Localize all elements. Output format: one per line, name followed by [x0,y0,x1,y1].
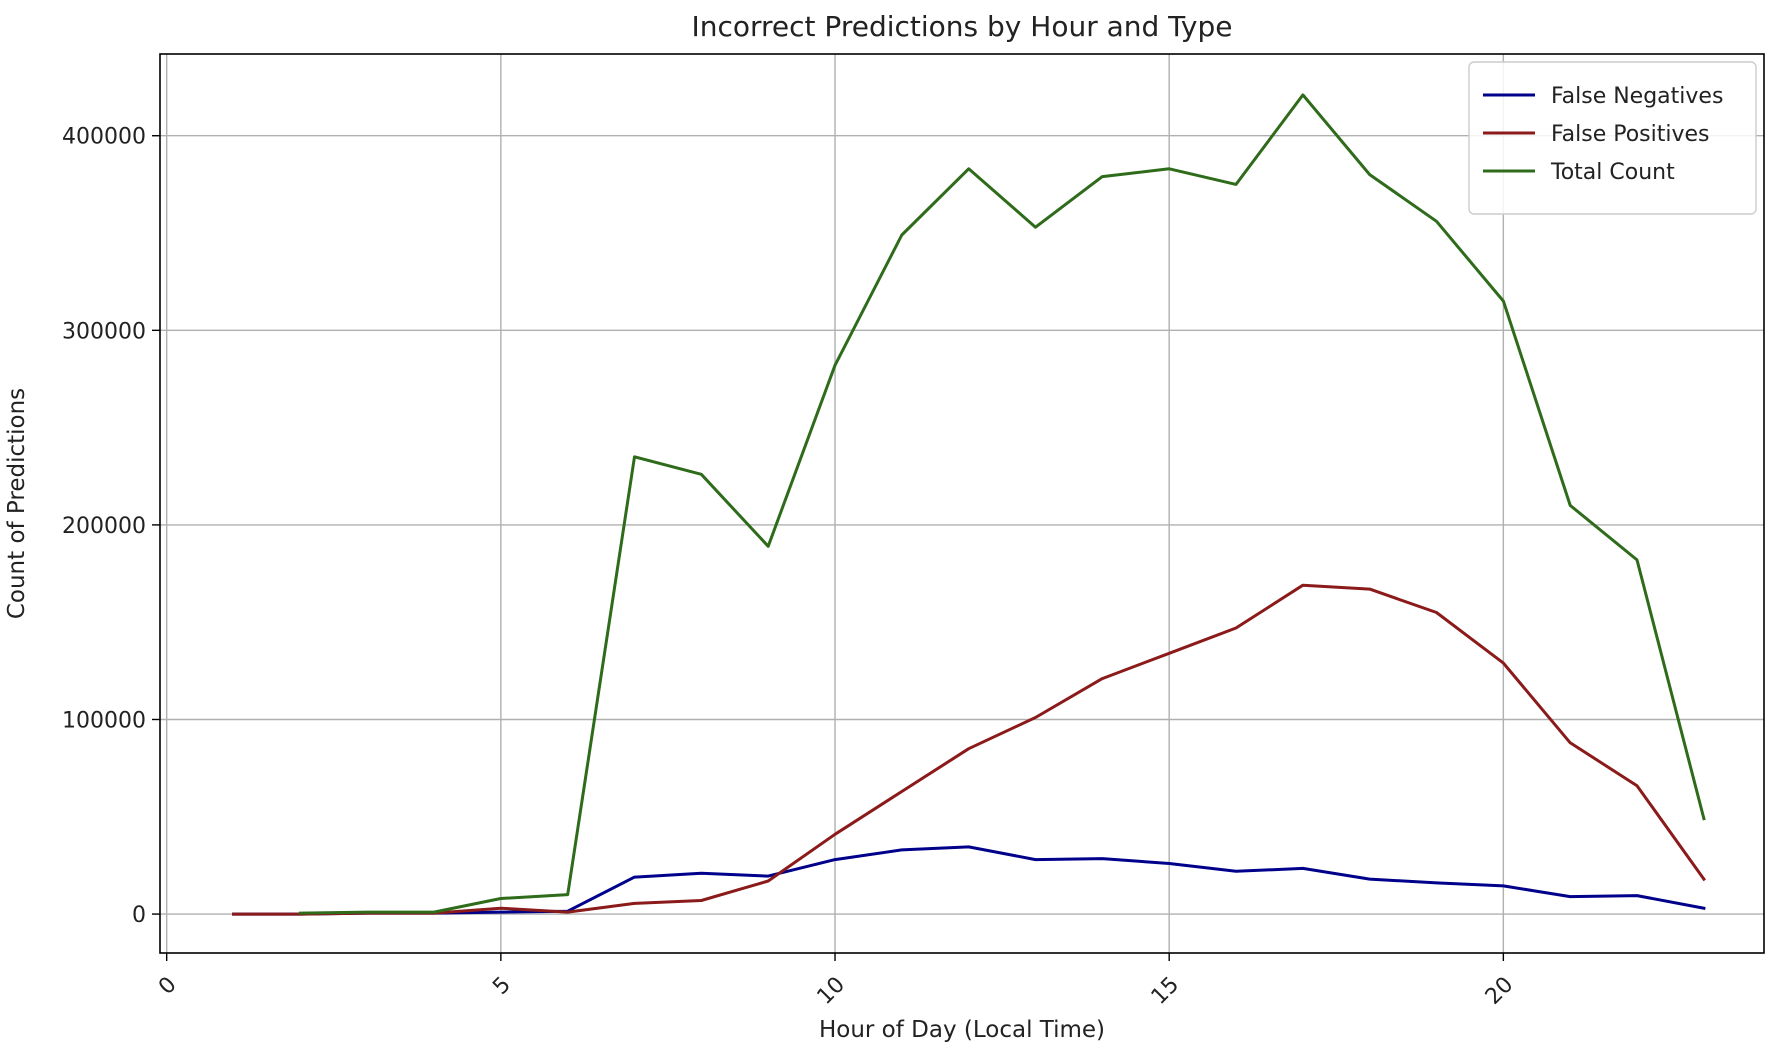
x-axis-title: Hour of Day (Local Time) [819,1017,1105,1043]
y-tick-label: 400000 [62,125,146,150]
series-line-total-count [298,93,1706,915]
legend-label-false-positives: False Positives [1551,122,1710,147]
y-tick-label: 200000 [62,514,146,539]
chart-title: Incorrect Predictions by Hour and Type [691,10,1232,43]
legend: False Negatives False Positives Total Coun… [1468,61,1757,215]
legend-box [1468,61,1757,215]
y-tick-label: 300000 [62,319,146,344]
plot-frame [159,53,1765,954]
legend-label-total-count: Total Count [1550,160,1675,185]
series-line-false-negatives [232,845,1706,916]
y-axis-title: Count of Predictions [4,388,30,619]
series-line-false-positives [232,583,1706,916]
y-tick-label: 0 [132,903,146,928]
series-lines [232,93,1706,916]
y-tick-label: 100000 [62,708,146,733]
legend-label-false-negatives: False Negatives [1551,84,1723,109]
